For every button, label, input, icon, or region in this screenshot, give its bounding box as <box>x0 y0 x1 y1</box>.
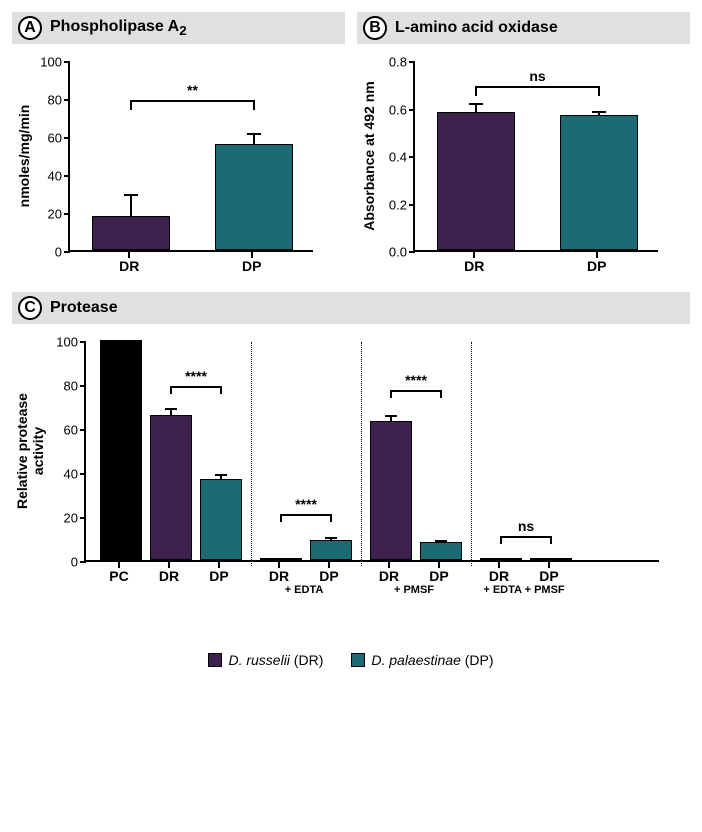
xtick-label: DP <box>209 568 228 584</box>
xtick-label: DR <box>464 258 484 274</box>
group-sublabel: + EDTA <box>285 584 324 596</box>
group-separator <box>471 342 472 566</box>
panel-a-chart: 020406080100nmoles/mg/min** DRDP <box>68 62 335 252</box>
group-sublabel: + EDTA + PMSF <box>483 584 564 596</box>
panel-b-plot: 0.00.20.40.60.8Absorbance at 492 nmns <box>413 62 658 252</box>
panel-c-header: C Protease <box>12 292 690 324</box>
bar <box>215 144 293 250</box>
ytick-label: 40 <box>64 467 86 482</box>
panel-a-letter: A <box>18 16 42 40</box>
significance-label: **** <box>185 368 207 384</box>
bar <box>370 421 412 560</box>
ytick-label: 100 <box>56 335 86 350</box>
panel-c-chart: 020406080100Relative proteaseactivity***… <box>84 342 680 602</box>
ytick-label: 60 <box>64 423 86 438</box>
xtick-label: DR <box>119 258 139 274</box>
xtick-label: PC <box>109 568 128 584</box>
legend-swatch <box>208 653 222 667</box>
ytick-label: 60 <box>48 131 70 146</box>
legend-swatch <box>351 653 365 667</box>
xtick-label: DP <box>539 568 558 584</box>
panel-c-title: Protease <box>50 299 118 317</box>
legend: D. russelii (DR) D. palaestinae (DP) <box>12 652 690 668</box>
panel-c: C Protease 020406080100Relative protease… <box>12 292 690 602</box>
panel-b-header: B L-amino acid oxidase <box>357 12 690 44</box>
xtick-label: DP <box>242 258 261 274</box>
y-axis-label: Relative proteaseactivity <box>14 393 46 509</box>
panel-a: A Phospholipase A2 020406080100nmoles/mg… <box>12 12 345 252</box>
xtick-label: DR <box>269 568 289 584</box>
bar <box>530 558 572 560</box>
panel-c-plot: 020406080100Relative proteaseactivity***… <box>84 342 659 562</box>
xtick-label: DR <box>379 568 399 584</box>
significance-label: ns <box>518 518 534 534</box>
panel-a-plot: 020406080100nmoles/mg/min** <box>68 62 313 252</box>
bar <box>150 415 192 560</box>
ytick-label: 80 <box>48 93 70 108</box>
y-axis-label: Absorbance at 492 nm <box>361 81 377 230</box>
significance-label: ** <box>187 82 198 98</box>
y-axis-label: nmoles/mg/min <box>16 105 32 208</box>
panel-b-letter: B <box>363 16 387 40</box>
group-sublabel: + PMSF <box>394 584 434 596</box>
ytick-label: 0.6 <box>389 102 415 117</box>
bar <box>310 540 352 560</box>
ytick-label: 0 <box>55 245 70 260</box>
xtick-label: DR <box>489 568 509 584</box>
panel-b-chart: 0.00.20.40.60.8Absorbance at 492 nmns DR… <box>413 62 680 252</box>
ytick-label: 0.4 <box>389 150 415 165</box>
panel-a-title: Phospholipase A2 <box>50 18 187 38</box>
bar <box>420 542 462 560</box>
xtick-label: DP <box>429 568 448 584</box>
legend-item: D. russelii (DR) <box>208 652 323 668</box>
bar <box>480 558 522 560</box>
significance-label: **** <box>405 372 427 388</box>
ytick-label: 20 <box>48 207 70 222</box>
bar <box>560 115 638 250</box>
xtick-label: DP <box>319 568 338 584</box>
ytick-label: 20 <box>64 511 86 526</box>
significance-label: ns <box>529 68 545 84</box>
bar <box>100 340 142 560</box>
ytick-label: 0.8 <box>389 55 415 70</box>
panel-b-title: L-amino acid oxidase <box>395 19 558 37</box>
group-separator <box>251 342 252 566</box>
ytick-label: 0.0 <box>389 245 415 260</box>
bar <box>437 112 515 250</box>
bar <box>260 558 302 560</box>
bar <box>92 216 170 250</box>
xtick-label: DP <box>587 258 606 274</box>
legend-label: D. palaestinae (DP) <box>371 652 493 668</box>
ytick-label: 80 <box>64 379 86 394</box>
ytick-label: 0.2 <box>389 197 415 212</box>
xtick-label: DR <box>159 568 179 584</box>
bar <box>200 479 242 560</box>
panel-b: B L-amino acid oxidase 0.00.20.40.60.8Ab… <box>357 12 690 252</box>
legend-label: D. russelii (DR) <box>228 652 323 668</box>
panel-a-header: A Phospholipase A2 <box>12 12 345 44</box>
ytick-label: 100 <box>40 55 70 70</box>
panel-c-xaxis: PCDRDPDRDP+ EDTADRDP+ PMSFDRDP+ EDTA + P… <box>84 562 659 602</box>
group-separator <box>361 342 362 566</box>
significance-label: **** <box>295 496 317 512</box>
legend-item: D. palaestinae (DP) <box>351 652 493 668</box>
top-row: A Phospholipase A2 020406080100nmoles/mg… <box>12 12 690 252</box>
ytick-label: 40 <box>48 169 70 184</box>
panel-c-letter: C <box>18 296 42 320</box>
